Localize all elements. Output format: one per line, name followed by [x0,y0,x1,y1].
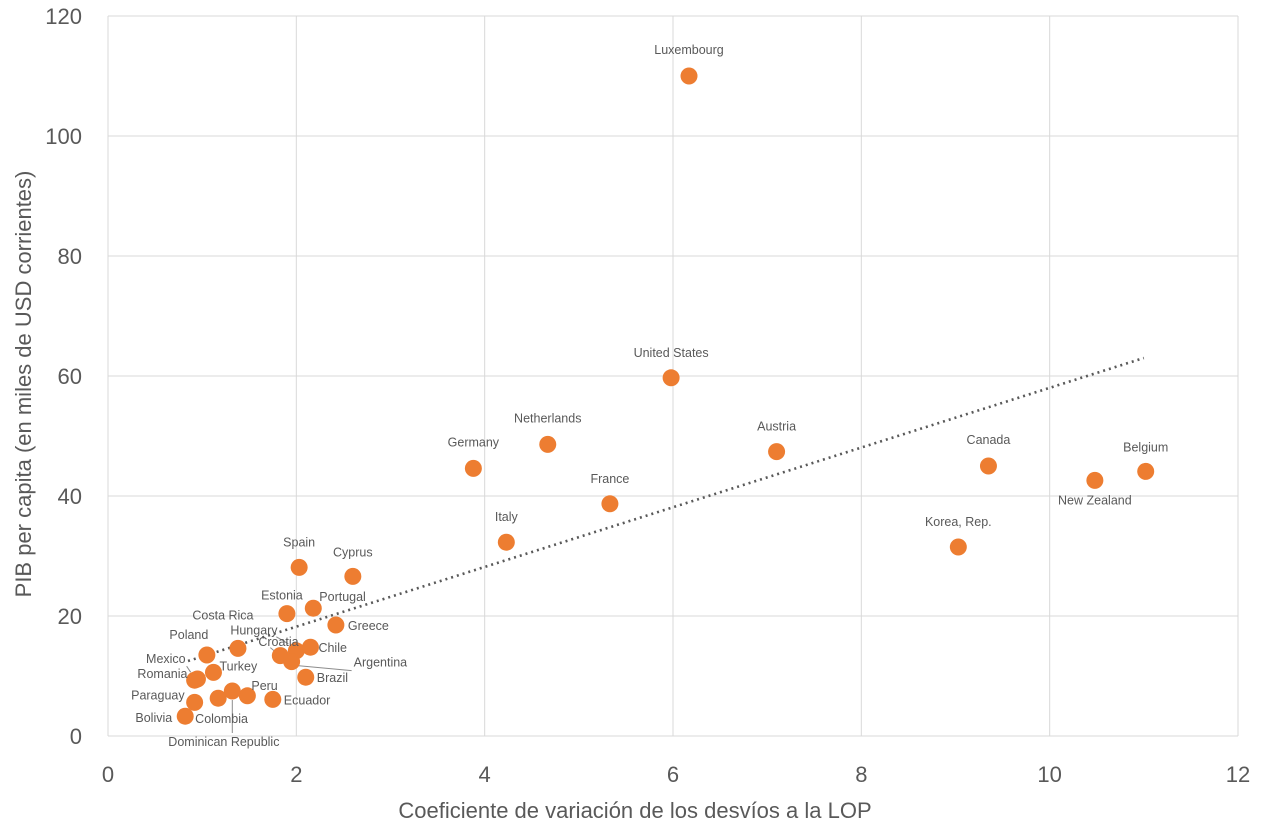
x-tick-label: 8 [855,762,867,787]
point-label: Canada [967,433,1011,447]
data-point [539,435,557,453]
point-label: Netherlands [514,411,581,425]
x-tick-label: 12 [1226,762,1250,787]
x-axis-title: Coeficiente de variación de los desvíos … [398,798,871,823]
point-label: Peru [251,679,277,693]
data-point [344,567,362,585]
point-label: Costa Rica [192,608,253,622]
y-tick-label: 40 [58,484,82,509]
point-label: Croatia [258,635,298,649]
point-label: Bolivia [135,711,172,725]
point-label: Argentina [354,656,408,670]
point-label: Poland [169,628,208,642]
point-label: Italy [495,510,519,524]
data-point [768,443,786,461]
point-label: Estonia [261,589,303,603]
label-leader-line [297,665,352,672]
point-label: Luxembourg [654,43,724,57]
point-label: Romania [137,667,187,681]
y-axis-ticks: 0 20 40 60 80 100 120 [45,4,82,749]
point-label: Colombia [195,712,248,726]
y-tick-label: 100 [45,124,82,149]
point-label: United States [634,346,709,360]
point-label: Dominican Republic [168,735,279,749]
data-point [229,639,247,657]
point-label: Paraguay [131,688,185,702]
x-tick-label: 2 [290,762,302,787]
y-tick-label: 0 [70,724,82,749]
data-point [188,670,206,688]
gridlines [107,15,1239,737]
point-label: Ecuador [284,693,331,707]
point-label: Korea, Rep. [925,515,992,529]
x-tick-label: 10 [1037,762,1061,787]
x-axis-ticks: 0 2 4 6 8 10 12 [102,762,1250,787]
data-point [176,707,194,725]
data-point [264,690,282,708]
data-point [223,682,241,700]
point-label: New Zealand [1058,493,1132,507]
point-label: France [590,472,629,486]
label-leader-line [186,665,192,673]
point-label: Brazil [317,671,348,685]
point-labels: Luxembourg United States Netherlands German… [131,43,1168,749]
point-label: Germany [448,435,500,449]
data-point [204,663,222,681]
data-point [680,67,698,85]
data-point [662,369,680,387]
point-label: Belgium [1123,440,1168,454]
point-label: Mexico [146,652,186,666]
point-label: Greece [348,619,389,633]
data-point [949,538,967,556]
data-point [979,457,997,475]
y-axis-title: PIB per capita (en miles de USD corrient… [11,171,36,598]
x-tick-label: 6 [667,762,679,787]
data-point [327,616,345,634]
data-point [297,668,315,686]
data-point [290,558,308,576]
x-tick-label: 0 [102,762,114,787]
data-point [1086,471,1104,489]
label-leader-line [276,636,289,645]
data-points [176,67,1155,725]
data-point [198,646,216,664]
y-tick-label: 120 [45,4,82,29]
data-point [497,533,515,551]
data-point [209,689,227,707]
label-leaders [186,636,352,733]
y-tick-label: 60 [58,364,82,389]
data-point [601,495,619,513]
data-point [304,599,322,617]
point-label: Austria [757,420,796,434]
y-tick-label: 20 [58,604,82,629]
data-point [186,693,204,711]
point-label: Cyprus [333,545,373,559]
data-point [278,605,296,623]
data-point [301,638,319,656]
point-label: Hungary [230,624,278,638]
data-point [464,459,482,477]
point-label: Spain [283,535,315,549]
data-point [1137,462,1155,480]
point-label: Chile [318,641,347,655]
y-tick-label: 80 [58,244,82,269]
data-point [238,687,256,705]
x-tick-label: 4 [479,762,491,787]
trendline [187,356,1145,663]
point-label: Turkey [219,659,257,673]
point-label: Portugal [319,590,366,604]
data-point [283,653,301,671]
